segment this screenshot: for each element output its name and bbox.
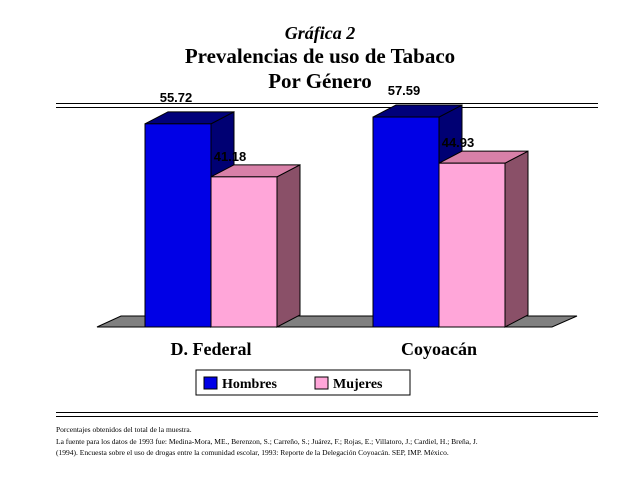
legend-label: Mujeres [333, 377, 383, 392]
footnote-line: Porcentajes obtenidos del total de la mu… [56, 425, 192, 434]
chart-title-line-2: Por Género [268, 69, 372, 93]
category-label: Coyoacán [401, 339, 477, 359]
chart-title-line-1: Prevalencias de uso de Tabaco [184, 44, 456, 68]
footnote-line: (1994). Encuesta sobre el uso de drogas … [56, 448, 449, 457]
legend-box [195, 369, 411, 396]
bar-mujeres-0 [210, 176, 278, 328]
footnotes: Porcentajes obtenidos del total de la mu… [56, 424, 596, 459]
data-label: 57.59 [388, 83, 421, 98]
bottom-rule-1 [56, 412, 598, 413]
top-rule-2 [56, 107, 598, 108]
footnote-line: La fuente para los datos de 1993 fue: Me… [56, 436, 478, 446]
data-label: 41.18 [214, 149, 247, 164]
legend-swatch [203, 376, 218, 390]
bar-hombres-0 [144, 123, 212, 328]
bar-side-mujeres-0 [276, 164, 301, 328]
legend-label: Hombres [222, 377, 278, 392]
bottom-rule-2 [56, 416, 598, 417]
bar-hombres-1 [372, 116, 440, 328]
data-label: 55.72 [160, 90, 193, 105]
category-label: D. Federal [171, 339, 252, 359]
top-rule-1 [56, 103, 598, 104]
bar-side-mujeres-1 [504, 150, 529, 328]
legend-swatch [314, 376, 329, 390]
bar-mujeres-1 [438, 162, 506, 328]
data-label: 44.93 [442, 135, 475, 150]
chart-kicker: Gráfica 2 [284, 23, 356, 43]
chart-header: Gráfica 2 Prevalencias de uso de Tabaco … [0, 22, 640, 94]
